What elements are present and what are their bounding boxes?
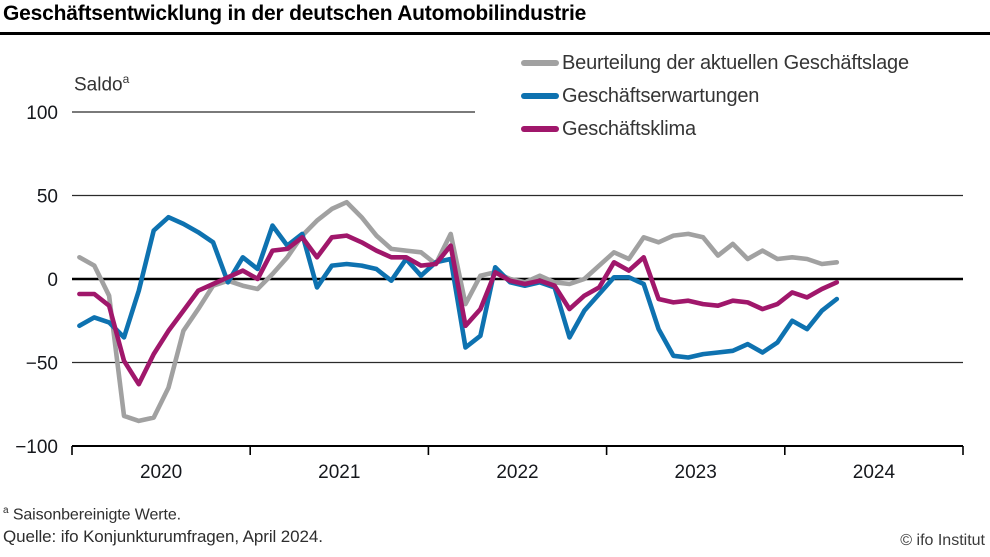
y-axis-title-footnote-marker: a [122, 72, 130, 86]
page-title: Geschäftsentwicklung in der deutschen Au… [3, 2, 587, 25]
x-tick-label-2023: 2023 [675, 462, 717, 483]
legend-item-klima: Geschäftsklima [521, 117, 909, 141]
legend-swatch-lage-icon [521, 60, 559, 66]
series-line-klima [77, 233, 840, 387]
y-tick-label--50: −50 [26, 354, 58, 375]
legend: Beurteilung der aktuellen Geschäftslage … [521, 51, 909, 141]
legend-label-klima: Geschäftsklima [562, 117, 696, 140]
footnote: a Saisonbereinigte Werte. [3, 505, 181, 524]
y-tick-label-100: 100 [26, 103, 58, 124]
legend-item-erwartungen: Geschäftserwartungen [521, 84, 909, 108]
x-tick-label-2024: 2024 [853, 462, 896, 483]
title-underline [0, 32, 990, 35]
series-line-erwartungen [77, 214, 840, 360]
y-axis-title: Saldoa [74, 72, 129, 96]
y-tick-label-0: 0 [47, 270, 58, 291]
y-axis-title-text: Saldo [74, 74, 123, 96]
x-tick-label-2020: 2020 [140, 462, 182, 483]
y-tick-label-50: 50 [37, 187, 58, 208]
series-line-lage [77, 199, 840, 424]
legend-swatch-klima-icon [521, 126, 559, 132]
legend-label-lage: Beurteilung der aktuellen Geschäftslage [562, 51, 909, 74]
footnote-marker: a [3, 505, 9, 516]
copyright: © ifo Institut [900, 532, 985, 549]
x-tick-label-2021: 2021 [318, 462, 360, 483]
legend-swatch-erwartungen-icon [521, 93, 559, 99]
legend-label-erwartungen: Geschäftserwartungen [562, 84, 760, 107]
x-tick-label-2022: 2022 [496, 462, 538, 483]
source-line: Quelle: ifo Konjunkturumfragen, April 20… [3, 527, 323, 546]
legend-item-lage: Beurteilung der aktuellen Geschäftslage [521, 51, 909, 75]
y-tick-label--100: −100 [15, 437, 58, 458]
footnote-text: Saisonbereinigte Werte. [8, 506, 181, 524]
